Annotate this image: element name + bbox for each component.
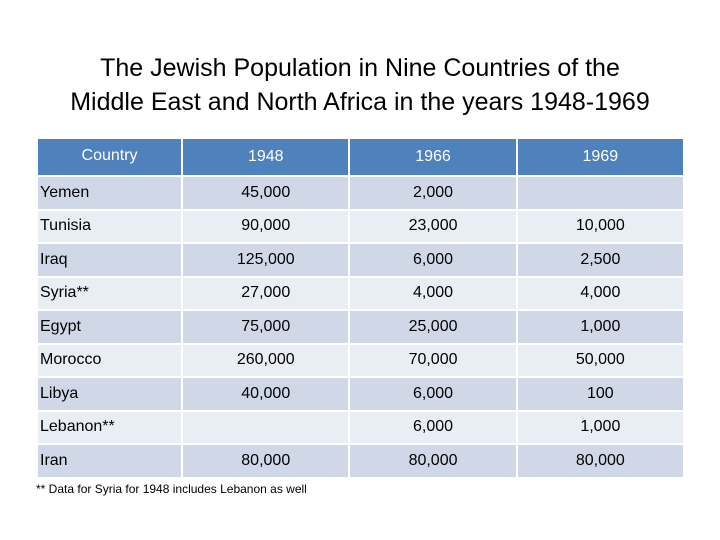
value-1966-cell: 6,000 (350, 378, 516, 410)
value-1969-cell: 80,000 (517, 445, 683, 477)
country-cell: Syria** (38, 277, 182, 309)
value-1969-cell: 100 (517, 378, 683, 410)
header-country: Country (38, 139, 182, 175)
value-1966-cell: 6,000 (350, 244, 516, 276)
value-1969-cell (517, 177, 683, 209)
value-1948-cell: 27,000 (183, 277, 349, 309)
title-line-2: Middle East and North Africa in the year… (70, 87, 650, 116)
table-row: Iraq 125,000 6,000 2,500 (38, 244, 683, 276)
value-1948-cell: 90,000 (183, 210, 349, 242)
table-row: Morocco 260,000 70,000 50,000 (38, 344, 683, 376)
page-title: The Jewish Population in Nine Countries … (0, 51, 720, 119)
value-1948-cell: 75,000 (183, 311, 349, 343)
value-1969-cell: 1,000 (517, 311, 683, 343)
country-cell: Iran (38, 445, 182, 477)
value-1948-cell: 45,000 (183, 177, 349, 209)
header-1966: 1966 (350, 139, 516, 175)
table-row: Tunisia 90,000 23,000 10,000 (38, 210, 683, 242)
population-table: Country 1948 1966 1969 Yemen 45,000 2,00… (36, 137, 685, 479)
value-1948-cell (183, 411, 349, 443)
table-row: Syria** 27,000 4,000 4,000 (38, 277, 683, 309)
value-1948-cell: 80,000 (183, 445, 349, 477)
table-row: Yemen 45,000 2,000 (38, 177, 683, 209)
value-1966-cell: 23,000 (350, 210, 516, 242)
value-1969-cell: 2,500 (517, 244, 683, 276)
table-row: Iran 80,000 80,000 80,000 (38, 445, 683, 477)
value-1966-cell: 80,000 (350, 445, 516, 477)
value-1948-cell: 40,000 (183, 378, 349, 410)
value-1966-cell: 70,000 (350, 344, 516, 376)
table-row: Egypt 75,000 25,000 1,000 (38, 311, 683, 343)
country-cell: Egypt (38, 311, 182, 343)
value-1948-cell: 260,000 (183, 344, 349, 376)
title-line-1: The Jewish Population in Nine Countries … (100, 53, 620, 82)
country-cell: Yemen (38, 177, 182, 209)
value-1969-cell: 1,000 (517, 411, 683, 443)
header-1948: 1948 (183, 139, 349, 175)
country-cell: Iraq (38, 244, 182, 276)
value-1948-cell: 125,000 (183, 244, 349, 276)
value-1966-cell: 4,000 (350, 277, 516, 309)
table-row: Lebanon** 6,000 1,000 (38, 411, 683, 443)
country-cell: Lebanon** (38, 411, 182, 443)
value-1966-cell: 25,000 (350, 311, 516, 343)
value-1969-cell: 4,000 (517, 277, 683, 309)
value-1966-cell: 6,000 (350, 411, 516, 443)
value-1969-cell: 10,000 (517, 210, 683, 242)
country-cell: Libya (38, 378, 182, 410)
country-cell: Tunisia (38, 210, 182, 242)
value-1966-cell: 2,000 (350, 177, 516, 209)
footnote: ** Data for Syria for 1948 includes Leba… (36, 482, 307, 496)
value-1969-cell: 50,000 (517, 344, 683, 376)
header-1969: 1969 (517, 139, 683, 175)
country-cell: Morocco (38, 344, 182, 376)
table-row: Libya 40,000 6,000 100 (38, 378, 683, 410)
header-row: Country 1948 1966 1969 (38, 139, 683, 175)
